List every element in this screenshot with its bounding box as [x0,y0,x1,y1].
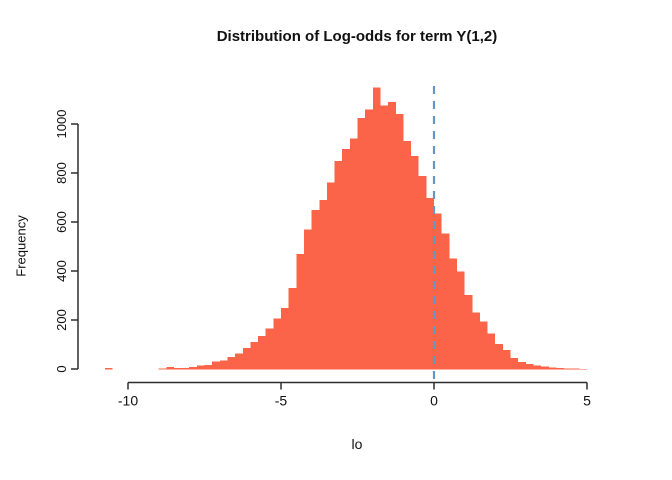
histogram-bar [472,312,480,370]
histogram-bar [296,253,304,370]
histogram-bar [464,294,473,370]
histogram-bar [449,258,457,370]
histogram-bar [311,209,320,370]
histogram-bar [502,349,511,370]
histogram-bar [395,114,404,370]
histogram-bar [365,109,373,370]
histogram-bar [487,333,496,370]
y-tick-label: 0 [54,365,69,372]
histogram-bar [105,368,113,370]
histogram-bar [564,368,572,370]
histogram-bar [357,117,366,370]
histogram-bar [265,328,274,370]
histogram-bar [510,357,519,370]
histogram-bar [334,161,343,370]
histogram-bar [326,182,335,370]
y-tick-label: 200 [54,309,69,331]
histogram-bar [571,368,580,370]
x-axis-label: lo [351,436,363,452]
histogram-bar [250,342,259,370]
x-tick-label: -5 [275,393,288,409]
histogram-bar [235,353,243,370]
x-tick-label: -10 [118,393,138,409]
histogram-bar [495,343,503,370]
y-tick-label: 400 [54,260,69,282]
histogram-bar [166,367,174,370]
histogram-bar [204,365,213,370]
histogram-bar [403,141,412,370]
histogram-bar [303,229,312,370]
x-tick-label: 5 [583,393,591,409]
histogram-bar [258,336,266,370]
histogram-bar [548,367,557,370]
histogram-bar [181,368,190,370]
histogram-bar [273,318,281,370]
histogram-bar [349,138,358,370]
histogram-bar [556,368,565,370]
histogram-bar [441,233,450,370]
histogram-bar [342,149,350,370]
histogram-bar [189,366,197,370]
chart-title: Distribution of Log-odds for term Y(1,2) [216,28,498,45]
histogram-bar [372,87,381,370]
histogram-bar [158,368,167,370]
x-tick-label: 0 [430,393,438,409]
y-tick-label: 800 [54,162,69,184]
histogram-bar [212,361,220,370]
histogram-bar [281,307,289,370]
y-tick-label: 1000 [54,110,69,139]
histogram-bar [242,348,251,370]
y-tick-label: 600 [54,211,69,233]
histogram-bar [479,321,488,370]
histogram-bar [533,365,542,370]
histogram-bar [380,105,389,370]
histogram-bar [418,176,427,370]
histogram-bar [579,368,587,370]
histogram-bar [434,213,442,370]
histogram-bar [518,361,526,370]
histogram-bar [426,198,434,370]
histogram-bar [541,366,549,370]
histogram-bar [411,156,419,370]
histogram-bar [456,271,465,370]
histogram-bar [227,357,236,370]
histogram-bar [319,199,327,370]
histogram-bar [388,101,396,370]
histogram-bar [219,360,228,370]
histogram-bar [525,364,534,370]
histogram-bar [288,288,297,370]
histogram-bar [196,365,205,370]
histogram-bar [173,367,182,370]
